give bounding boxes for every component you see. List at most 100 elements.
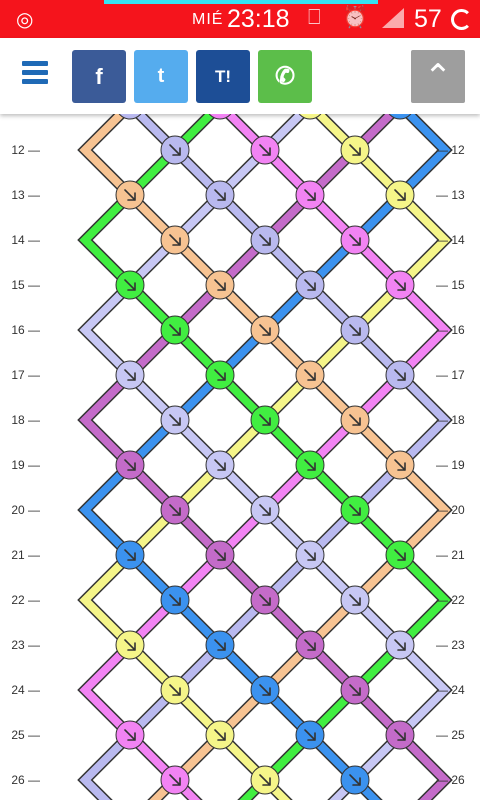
knot-node: [296, 631, 324, 659]
row-label-left-19: 19 —: [11, 458, 40, 472]
knot-node: [341, 226, 369, 254]
row-label-left-20: 20 —: [11, 503, 40, 517]
knot-node: [161, 406, 189, 434]
knot-node: [251, 136, 279, 164]
knot-node: [341, 136, 369, 164]
row-label-right-13: — 13: [436, 188, 465, 202]
knot-node: [386, 451, 414, 479]
alarm-icon: ⏰: [342, 6, 368, 30]
knot-node: [116, 361, 144, 389]
row-label-right-22: — 22: [436, 593, 465, 607]
knot-node: [206, 541, 234, 569]
row-label-right-20: — 20: [436, 503, 465, 517]
knot-node: [296, 721, 324, 749]
bracelet-pattern-diagram: 12 — — 12 13 — — 13 14 — — 14 15 — — 15 16 — — 16…: [0, 114, 480, 800]
knot-node: [341, 586, 369, 614]
row-label-right-25: — 25: [436, 728, 465, 742]
row-label-right-23: — 23: [436, 638, 465, 652]
knot-node: [206, 361, 234, 389]
status-accent-line: [104, 0, 378, 4]
row-label-left-13: 13 —: [11, 188, 40, 202]
knot-node: [341, 316, 369, 344]
knot-node: [251, 406, 279, 434]
chevron-up-icon: ⌃: [424, 57, 453, 97]
row-label-left-21: 21 —: [11, 548, 40, 562]
vibrate-icon: ⎕: [308, 6, 321, 30]
row-label-right-15: — 15: [436, 278, 465, 292]
taringa-icon: T!: [215, 67, 231, 87]
row-label-left-18: 18 —: [11, 413, 40, 427]
settings-ring-icon: ◎: [16, 7, 33, 32]
knot-node: [116, 271, 144, 299]
row-label-left-12: 12 —: [11, 143, 40, 157]
knot-node: [251, 676, 279, 704]
knot-node: [341, 496, 369, 524]
knot-node: [251, 586, 279, 614]
knot-node: [206, 631, 234, 659]
knot-node: [161, 226, 189, 254]
twitter-icon: t: [158, 65, 165, 88]
row-label-right-21: — 21: [436, 548, 465, 562]
knot-node: [386, 541, 414, 569]
knot-node: [386, 271, 414, 299]
knot-node: [341, 676, 369, 704]
status-bar: ◎ MIÉ 23:18 ⎕ ⏰ 57: [0, 0, 480, 38]
share-bar: f t T! ✆ ⌃: [0, 38, 480, 114]
knot-node: [161, 586, 189, 614]
row-label-left-16: 16 —: [11, 323, 40, 337]
row-label-right-24: — 24: [436, 683, 465, 697]
knot-node: [206, 721, 234, 749]
knot-node: [386, 361, 414, 389]
row-label-left-15: 15 —: [11, 278, 40, 292]
knot-node: [296, 271, 324, 299]
status-time: 23:18: [227, 5, 290, 34]
row-label-left-22: 22 —: [11, 593, 40, 607]
taringa-share-button[interactable]: T!: [196, 50, 250, 103]
knot-node: [296, 451, 324, 479]
knot-node: [116, 721, 144, 749]
row-label-right-16: — 16: [436, 323, 465, 337]
row-label-left-23: 23 —: [11, 638, 40, 652]
row-label-left-25: 25 —: [11, 728, 40, 742]
hamburger-menu-icon[interactable]: [22, 61, 48, 87]
knot-node: [161, 496, 189, 524]
knot-node: [251, 766, 279, 794]
row-label-right-14: — 14: [436, 233, 465, 247]
knot-node: [296, 181, 324, 209]
knot-node: [116, 541, 144, 569]
row-label-right-12: — 12: [436, 143, 465, 157]
knot-node: [296, 361, 324, 389]
knot-node: [251, 316, 279, 344]
knot-node: [116, 631, 144, 659]
scroll-to-top-button[interactable]: ⌃: [411, 50, 465, 103]
whatsapp-share-button[interactable]: ✆: [258, 50, 312, 103]
row-label-left-26: 26 —: [11, 773, 40, 787]
row-label-right-19: — 19: [436, 458, 465, 472]
row-label-left-17: 17 —: [11, 368, 40, 382]
row-label-right-26: — 26: [436, 773, 465, 787]
knot-node: [116, 181, 144, 209]
row-label-left-24: 24 —: [11, 683, 40, 697]
knot-node: [341, 766, 369, 794]
knot-node: [386, 181, 414, 209]
knot-node: [206, 181, 234, 209]
knot-node: [341, 406, 369, 434]
knot-node: [161, 676, 189, 704]
status-day: MIÉ: [192, 11, 223, 29]
knot-node: [296, 541, 324, 569]
facebook-share-button[interactable]: f: [72, 50, 126, 103]
knot-node: [386, 631, 414, 659]
row-label-right-18: — 18: [436, 413, 465, 427]
row-label-right-17: — 17: [436, 368, 465, 382]
battery-icon: [451, 9, 472, 30]
twitter-share-button[interactable]: t: [134, 50, 188, 103]
knot-node: [116, 451, 144, 479]
knot-node: [386, 721, 414, 749]
knot-node: [161, 136, 189, 164]
knot-node: [161, 766, 189, 794]
knot-node: [206, 451, 234, 479]
row-label-left-14: 14 —: [11, 233, 40, 247]
knot-node: [206, 271, 234, 299]
battery-level: 57: [414, 5, 442, 34]
whatsapp-icon: ✆: [275, 62, 295, 91]
